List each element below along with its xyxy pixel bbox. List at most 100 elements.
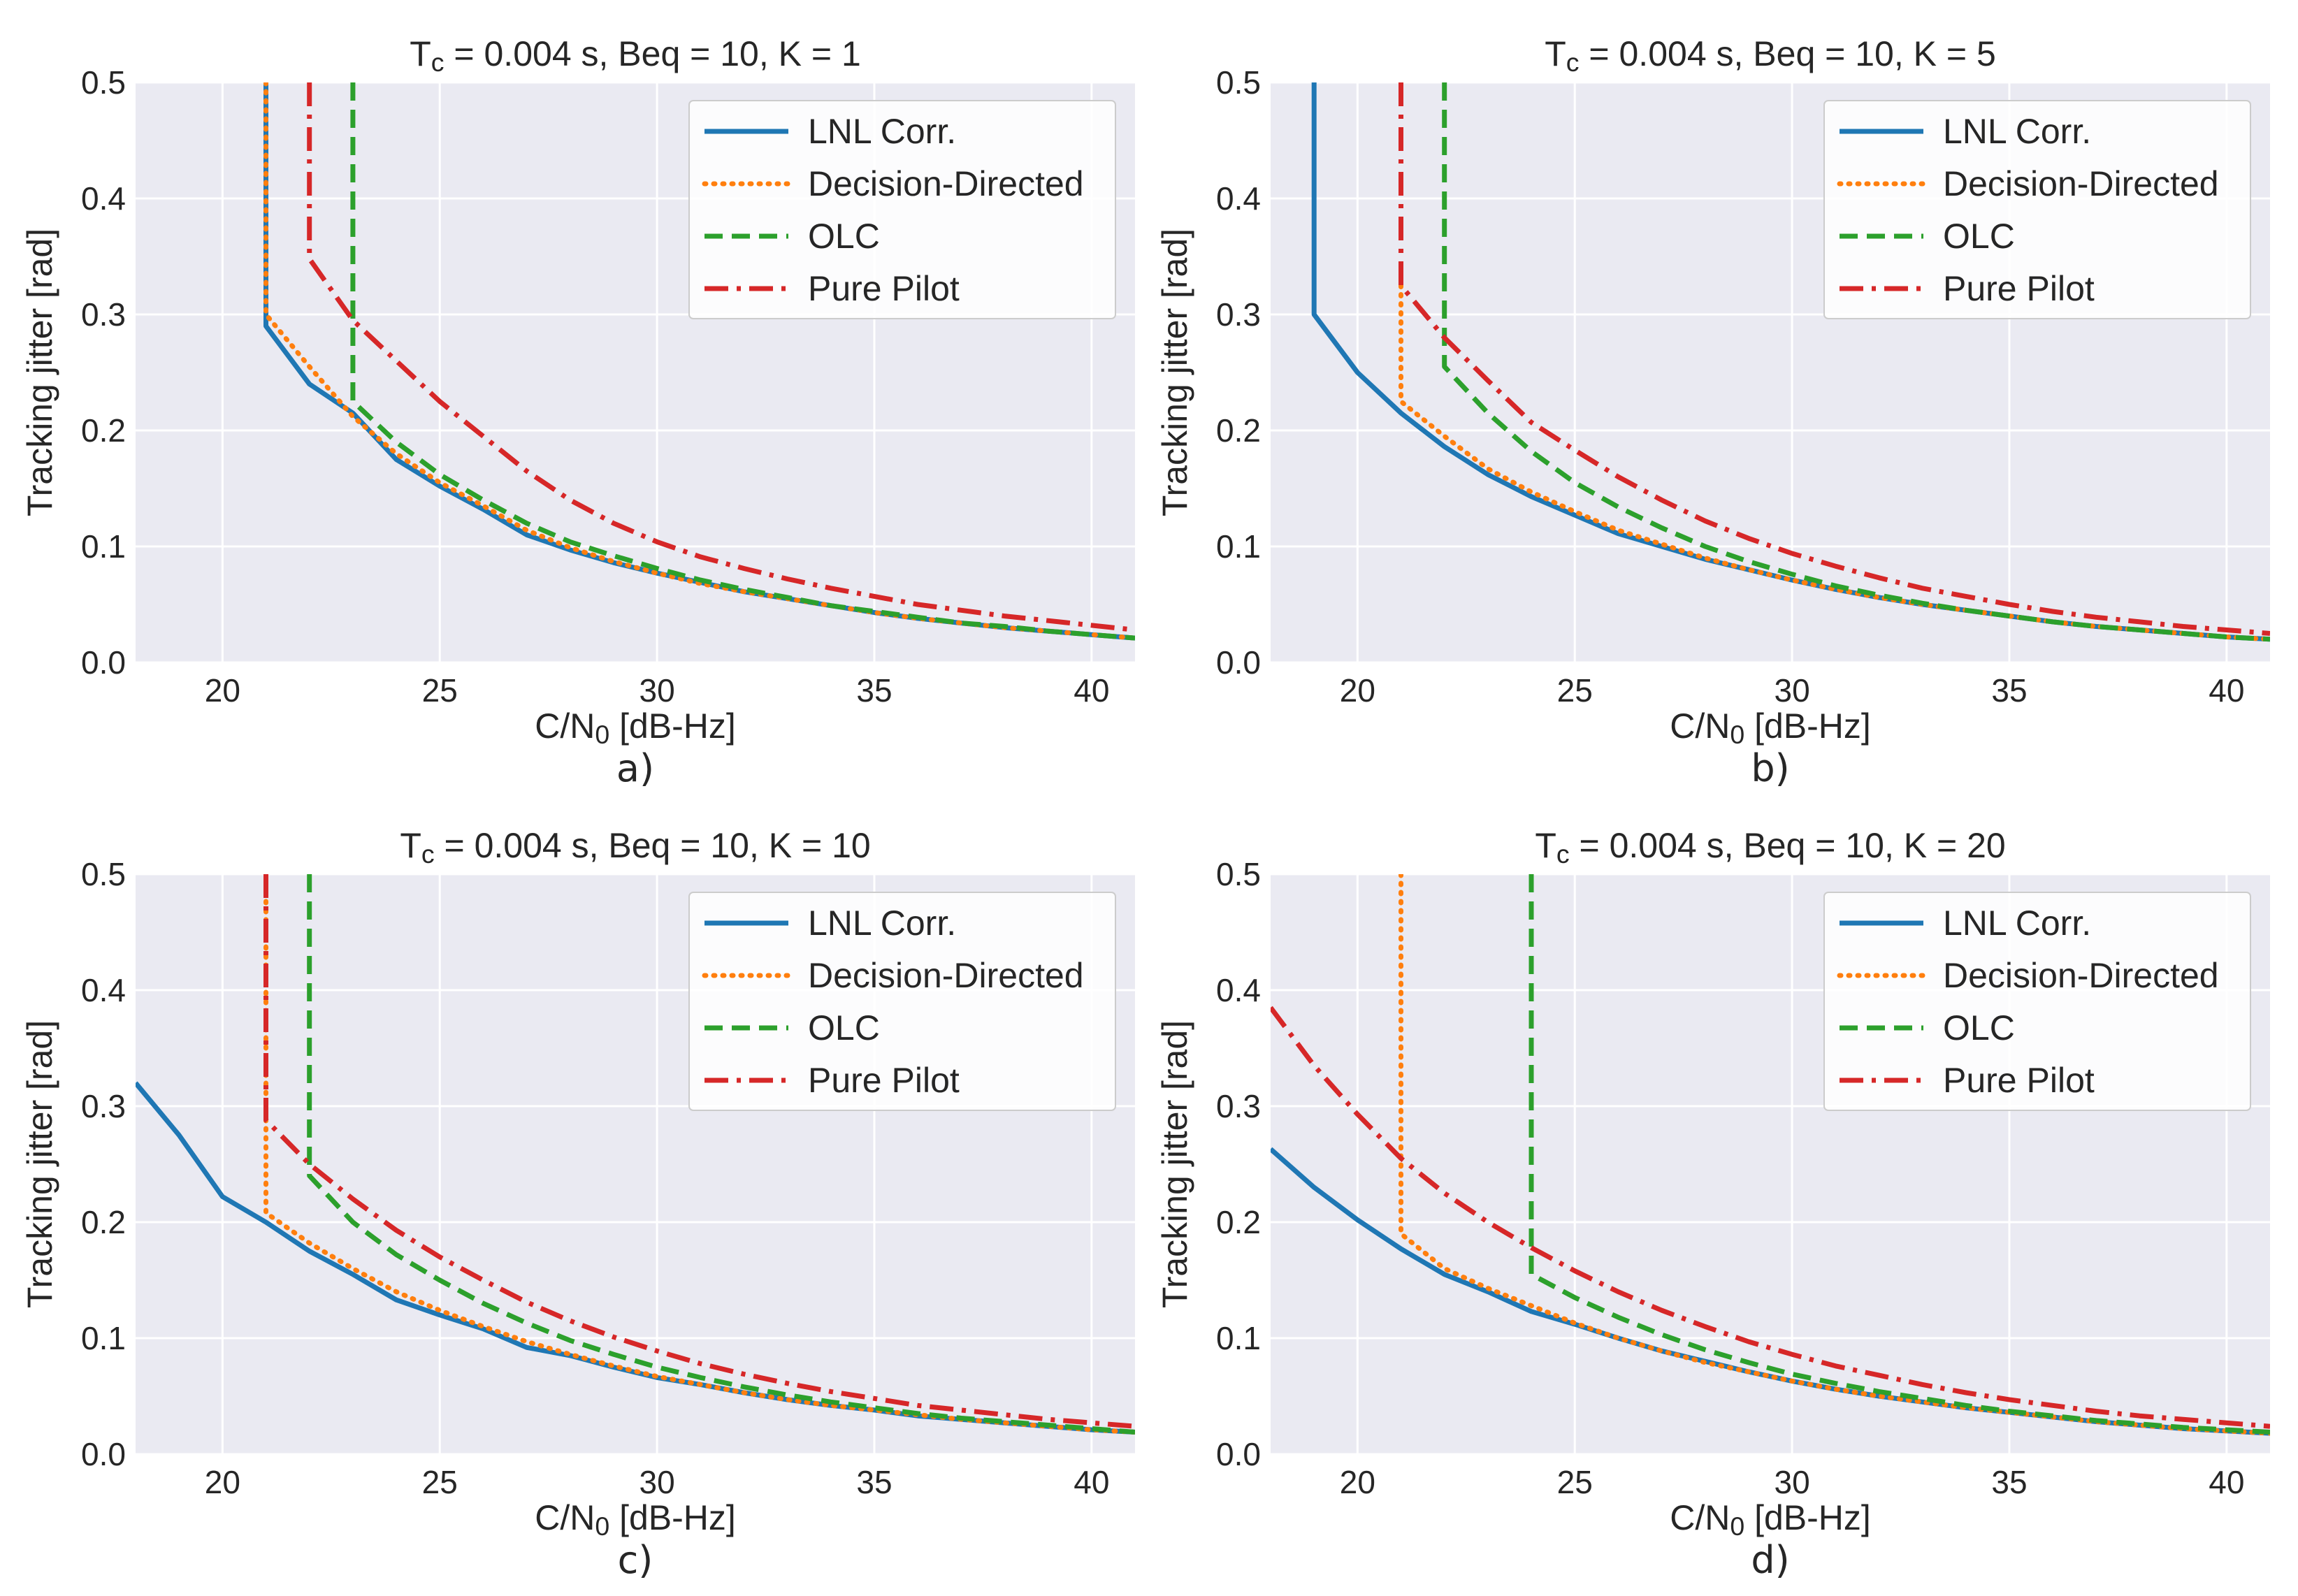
legend: LNL Corr. Decision-Directed OLC Pure Pilot	[688, 100, 1116, 319]
text-part: C/N	[1670, 1498, 1730, 1537]
x-tick-label: 35	[1991, 1464, 2027, 1500]
chart-panel-1: 20 25 30 35 40 0.0 0.1 0.2 0.3 0.4 0.5 Tc = 0.004 s…	[20, 34, 1135, 790]
y-axis-label: Tracking jitter [rad]	[1155, 228, 1194, 516]
x-tick-label: 25	[422, 1464, 458, 1500]
text-part: T	[1545, 34, 1566, 73]
legend-label: OLC	[808, 217, 880, 256]
x-tick-label: 30	[1775, 1464, 1810, 1500]
y-tick-label: 0.5	[1216, 856, 1261, 892]
y-tick-label: 0.0	[1216, 644, 1261, 681]
legend: LNL Corr. Decision-Directed OLC Pure Pilot	[688, 892, 1116, 1111]
legend-label: Decision-Directed	[808, 164, 1084, 203]
y-axis-label: Tracking jitter [rad]	[1155, 1020, 1194, 1308]
x-tick-label: 35	[856, 672, 892, 709]
text-subscript: c	[1566, 48, 1580, 77]
y-tick-label: 0.4	[1216, 972, 1261, 1008]
y-tick-label: 0.3	[81, 1088, 126, 1124]
x-tick-label: 35	[1991, 672, 2027, 709]
text-part: T	[400, 826, 421, 865]
x-axis-label: C/N0 [dB-Hz]	[535, 706, 736, 749]
text-subscript: 0	[1730, 1511, 1744, 1541]
x-tick-label: 35	[856, 1464, 892, 1500]
y-tick-label: 0.3	[1216, 296, 1261, 333]
legend-label: OLC	[1943, 1008, 2015, 1047]
text-part: [dB-Hz]	[1744, 1498, 1871, 1537]
text-part: = 0.004 s, Beq = 10, K = 10	[435, 826, 871, 865]
series-line-pure-pilot	[263, 874, 1135, 1429]
series-group	[1311, 82, 2270, 642]
y-tick-label: 0.5	[81, 856, 126, 892]
x-tick-label: 20	[1340, 1464, 1375, 1500]
text-subscript: 0	[595, 1511, 609, 1541]
text-part: [dB-Hz]	[609, 706, 736, 746]
x-axis-label: C/N0 [dB-Hz]	[1670, 706, 1871, 749]
text-part: C/N	[535, 1498, 595, 1537]
series-line-olc	[350, 82, 1135, 641]
y-tick-label: 0.4	[81, 180, 126, 217]
x-axis-label: C/N0 [dB-Hz]	[535, 1498, 736, 1541]
y-tick-label: 0.2	[1216, 412, 1261, 449]
panel-label: b)	[1751, 746, 1789, 790]
panel-label: d)	[1751, 1538, 1789, 1582]
y-tick-label: 0.5	[1216, 64, 1261, 101]
series-group	[1271, 874, 2270, 1436]
legend-label: Decision-Directed	[808, 956, 1084, 995]
series-line-olc	[307, 874, 1135, 1435]
legend-label: Pure Pilot	[808, 269, 960, 308]
text-subscript: 0	[1730, 720, 1744, 749]
series-line-decision-directed	[263, 874, 1135, 1435]
chart-title: Tc = 0.004 s, Beq = 10, K = 10	[400, 826, 870, 869]
y-tick-label: 0.3	[1216, 1088, 1261, 1124]
panel-label: c)	[618, 1538, 653, 1582]
legend-label: LNL Corr.	[1943, 904, 2091, 943]
text-part: [dB-Hz]	[609, 1498, 736, 1537]
chart-panel-3: 20 25 30 35 40 0.0 0.1 0.2 0.3 0.4 0.5 Tc = 0.004 s…	[20, 826, 1135, 1582]
text-subscript: c	[1556, 839, 1570, 869]
text-part: = 0.004 s, Beq = 10, K = 20	[1570, 826, 2006, 865]
series-line-pure-pilot	[1271, 1006, 2270, 1429]
series-line-pure-pilot	[307, 82, 1135, 632]
text-subscript: 0	[595, 720, 609, 749]
y-tick-label: 0.2	[1216, 1204, 1261, 1240]
series-group	[263, 82, 1135, 641]
legend: LNL Corr. Decision-Directed OLC Pure Pilot	[1823, 892, 2251, 1111]
chart-panel-4: 20 25 30 35 40 0.0 0.1 0.2 0.3 0.4 0.5 Tc = 0.004 s…	[1155, 826, 2270, 1582]
x-axis-label: C/N0 [dB-Hz]	[1670, 1498, 1871, 1541]
text-subscript: c	[431, 48, 445, 77]
x-tick-label: 30	[639, 672, 675, 709]
x-tick-label: 30	[639, 1464, 675, 1500]
series-line-pure-pilot	[1399, 82, 2270, 636]
y-tick-label: 0.0	[1216, 1436, 1261, 1472]
y-tick-label: 0.2	[81, 412, 126, 449]
y-tick-label: 0.0	[81, 1436, 126, 1472]
legend-label: Pure Pilot	[1943, 269, 2095, 308]
series-line-olc	[1529, 874, 2270, 1435]
legend-box	[688, 892, 1116, 1111]
y-tick-label: 0.1	[81, 1320, 126, 1356]
y-axis-label: Tracking jitter [rad]	[20, 228, 59, 516]
legend-label: OLC	[808, 1008, 880, 1047]
x-tick-label: 40	[2209, 1464, 2244, 1500]
x-tick-label: 30	[1775, 672, 1810, 709]
text-part: = 0.004 s, Beq = 10, K = 1	[445, 34, 861, 73]
text-subscript: c	[421, 839, 435, 869]
x-tick-label: 40	[2209, 672, 2244, 709]
legend: LNL Corr. Decision-Directed OLC Pure Pilot	[1823, 100, 2251, 319]
x-tick-label: 20	[205, 672, 240, 709]
series-line-decision-directed	[263, 82, 1135, 641]
text-part: T	[410, 34, 431, 73]
y-tick-label: 0.3	[81, 296, 126, 333]
legend-label: LNL Corr.	[808, 904, 956, 943]
legend-label: LNL Corr.	[808, 112, 956, 151]
text-part: T	[1535, 826, 1556, 865]
y-tick-label: 0.4	[81, 972, 126, 1008]
chart-title: Tc = 0.004 s, Beq = 10, K = 20	[1535, 826, 2005, 869]
x-tick-label: 20	[1340, 672, 1375, 709]
x-tick-label: 40	[1074, 1464, 1109, 1500]
y-tick-label: 0.1	[1216, 528, 1261, 565]
y-axis-label: Tracking jitter [rad]	[20, 1020, 59, 1308]
legend-label: LNL Corr.	[1943, 112, 2091, 151]
series-group	[136, 874, 1135, 1435]
x-tick-label: 25	[1557, 672, 1593, 709]
